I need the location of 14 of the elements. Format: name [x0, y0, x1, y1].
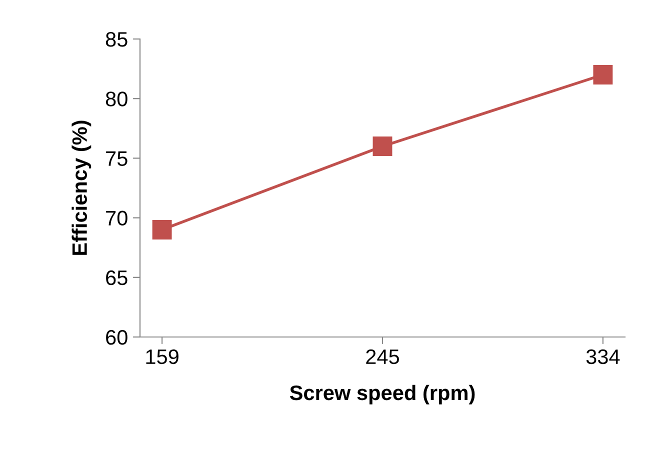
y-tick-label: 75: [106, 151, 128, 166]
y-tick-label: 65: [106, 270, 128, 286]
y-tick-label: 70: [106, 210, 128, 226]
y-tick-label: 60: [106, 330, 128, 345]
point: [152, 220, 172, 240]
y-tick-label: 80: [106, 92, 128, 106]
x-axis-title: Screw speed (rpm): [290, 384, 475, 404]
y-tick-label: 85: [106, 32, 128, 47]
x-tick-label: 245: [366, 349, 400, 364]
point: [372, 136, 392, 156]
x-tick-label: 159: [146, 349, 178, 364]
point: [593, 65, 613, 84]
x-tick-label: 334: [586, 349, 620, 364]
y-axis-title: Efficiency (%): [72, 120, 92, 255]
